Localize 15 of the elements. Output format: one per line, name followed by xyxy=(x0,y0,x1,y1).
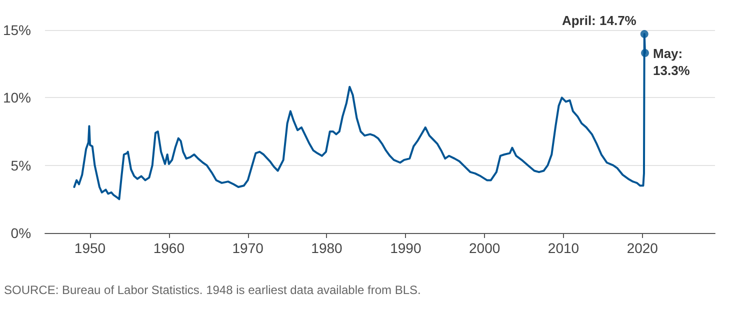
x-tick-label: 2020 xyxy=(626,240,658,256)
annotation: May: 13.3% xyxy=(653,46,690,78)
x-tick-label: 2010 xyxy=(548,240,580,256)
y-tick-label: 10% xyxy=(2,90,32,106)
x-tick-label: 1990 xyxy=(390,240,422,256)
x-tick-label: 1950 xyxy=(74,240,106,256)
x-tick-label: 1970 xyxy=(232,240,264,256)
y-tick-label: 0% xyxy=(10,225,32,241)
annotation: April: 14.7% xyxy=(562,13,637,28)
y-tick-label: 15% xyxy=(2,22,32,38)
x-tick-label: 2000 xyxy=(468,240,500,256)
x-tick-label: 1980 xyxy=(311,240,343,256)
x-tick-label: 1960 xyxy=(153,240,185,256)
source-note: SOURCE: Bureau of Labor Statistics. 1948 is earliest data available from BLS. xyxy=(4,283,421,297)
y-tick-label: 5% xyxy=(10,157,32,174)
